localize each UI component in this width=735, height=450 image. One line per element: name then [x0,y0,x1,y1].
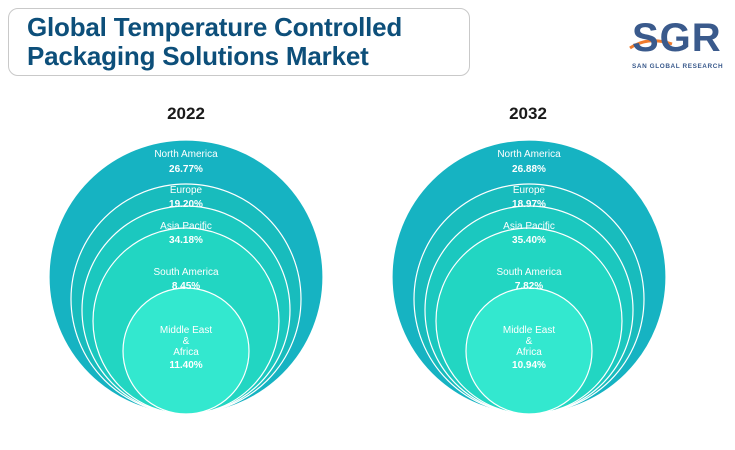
title-box: Global Temperature Controlled Packaging … [8,8,470,76]
value-label: 7.82% [515,281,543,292]
category-label: & [183,336,190,347]
value-label: 18.97% [512,199,546,210]
value-label: 11.40% [169,360,202,371]
sgr-logo: SGR SAN GLOBAL RESEARCH [628,16,724,76]
value-label: 35.40% [512,235,546,246]
ring-middle-east-africa [465,287,593,415]
category-label: South America [153,267,218,278]
value-label: 8.45% [172,281,200,292]
value-label: 26.77% [169,164,203,175]
sgr-logo-icon [629,39,673,50]
category-label: Africa [516,347,542,358]
category-label: Asia Pacific [160,221,212,232]
category-label: & [526,336,533,347]
value-label: 10.94% [512,360,546,371]
category-label: Europe [170,185,203,196]
value-label: 26.88% [512,164,546,175]
category-label: North America [497,149,561,160]
category-label: Asia Pacific [503,221,555,232]
value-label: 19.20% [169,199,203,210]
category-label: Africa [173,347,199,358]
chart-2022: North America 26.77% Europe 19.20% Asia Paci… [48,139,324,415]
logo-mark: SGR [632,16,722,60]
page-title-line-1: Global Temperature Controlled [27,12,403,42]
chart-title-2032: 2032 [509,104,547,123]
category-label: North America [154,149,218,160]
chart-title-2022: 2022 [167,104,205,123]
category-label: South America [496,267,561,278]
category-label: Middle East [503,325,555,336]
page-title-line-2: Packaging Solutions Market [27,41,369,71]
ring-middle-east-africa [122,287,250,415]
chart-2032: North America 26.88% Europe 18.97% Asia Paci… [391,139,667,415]
category-label: Europe [513,185,546,196]
value-label: 34.18% [169,235,203,246]
logo-subtitle: SAN GLOBAL RESEARCH [632,63,724,70]
category-label: Middle East [160,325,212,336]
